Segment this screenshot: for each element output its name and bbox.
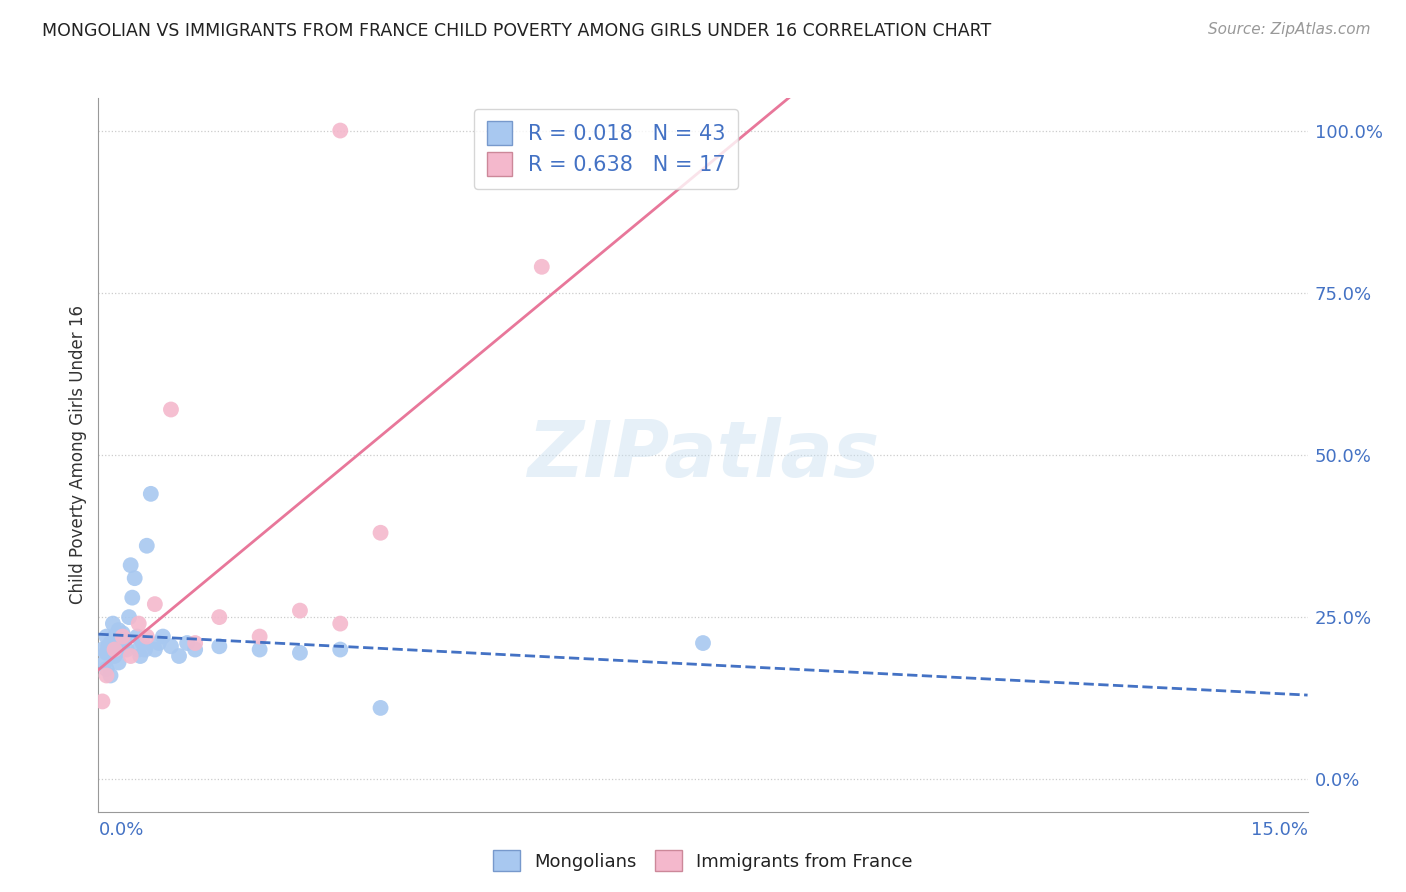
Point [134, 642, 156, 657]
Point [100, 668, 122, 682]
Point [370, 525, 392, 540]
Point [110, 636, 132, 650]
Point [111, 626, 134, 640]
Point [111, 630, 134, 644]
Point [124, 571, 146, 585]
Point [101, 616, 124, 631]
Point [152, 630, 174, 644]
Point [208, 640, 231, 654]
Point [329, 616, 352, 631]
Point [120, 558, 142, 573]
Point [96, 662, 118, 676]
Point [135, 630, 157, 644]
Point [288, 646, 311, 660]
Point [129, 648, 152, 663]
Point [160, 640, 183, 654]
Point [103, 630, 125, 644]
Point [139, 487, 162, 501]
Point [112, 632, 135, 647]
Point [167, 648, 190, 663]
Point [107, 656, 129, 670]
Point [105, 642, 128, 657]
Point [103, 648, 125, 663]
Text: MONGOLIAN VS IMMIGRANTS FROM FRANCE CHILD POVERTY AMONG GIRLS UNDER 16 CORRELATI: MONGOLIAN VS IMMIGRANTS FROM FRANCE CHIL… [42, 22, 991, 40]
Point [370, 701, 392, 715]
Point [97, 640, 120, 654]
Point [132, 636, 155, 650]
Y-axis label: Child Poverty Among Girls Under 16: Child Poverty Among Girls Under 16 [69, 305, 87, 605]
Legend: R = 0.018   N = 43, R = 0.638   N = 17: R = 0.018 N = 43, R = 0.638 N = 17 [474, 109, 738, 189]
Point [107, 623, 129, 637]
Point [94, 656, 117, 670]
Point [91, 694, 114, 708]
Point [121, 591, 143, 605]
Point [127, 630, 149, 644]
Text: 15.0%: 15.0% [1250, 822, 1308, 839]
Point [249, 642, 271, 657]
Point [120, 648, 142, 663]
Point [208, 610, 231, 624]
Point [692, 636, 714, 650]
Point [115, 642, 138, 657]
Point [103, 642, 125, 657]
Point [135, 539, 157, 553]
Point [249, 630, 271, 644]
Point [143, 597, 166, 611]
Text: Source: ZipAtlas.com: Source: ZipAtlas.com [1208, 22, 1371, 37]
Point [96, 668, 118, 682]
Point [128, 642, 150, 657]
Point [329, 123, 352, 137]
Point [288, 604, 311, 618]
Legend: Mongolians, Immigrants from France: Mongolians, Immigrants from France [486, 843, 920, 879]
Point [176, 636, 198, 650]
Point [111, 642, 134, 657]
Point [160, 402, 183, 417]
Text: 0.0%: 0.0% [98, 822, 143, 839]
Point [100, 636, 122, 650]
Point [184, 636, 207, 650]
Text: ZIPatlas: ZIPatlas [527, 417, 879, 493]
Point [128, 616, 150, 631]
Point [143, 642, 166, 657]
Point [184, 642, 207, 657]
Point [530, 260, 553, 274]
Point [118, 610, 141, 624]
Point [96, 646, 118, 660]
Point [148, 636, 170, 650]
Point [329, 642, 352, 657]
Point [91, 642, 114, 657]
Point [96, 630, 118, 644]
